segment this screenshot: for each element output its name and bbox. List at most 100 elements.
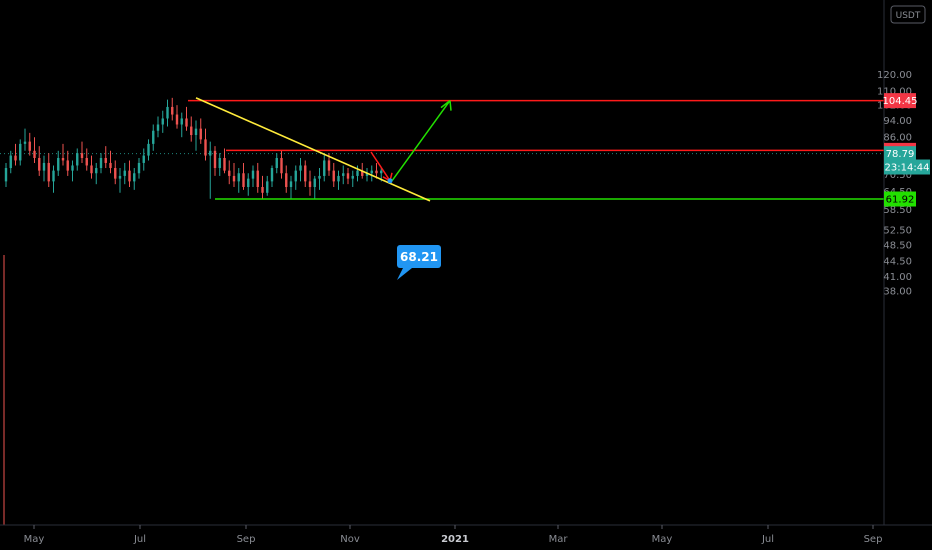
- y-tick-label: 120.00: [877, 70, 912, 81]
- candle: [185, 106, 188, 131]
- candle: [270, 165, 274, 188]
- candle: [313, 175, 316, 199]
- currency-badge[interactable]: USDT: [890, 5, 926, 24]
- candle: [318, 168, 321, 190]
- candle: [137, 157, 141, 179]
- candle: [332, 162, 335, 188]
- x-tick-label: Jul: [761, 534, 774, 545]
- up-arrow[interactable]: [391, 100, 451, 182]
- up-arrow-head: [440, 100, 452, 111]
- candle: [289, 175, 293, 199]
- candle: [275, 153, 278, 174]
- y-tick-label: 38.00: [883, 286, 912, 297]
- candle: [323, 153, 326, 182]
- anchor-point: [387, 178, 393, 184]
- candle: [23, 128, 27, 151]
- candle: [199, 118, 202, 144]
- candle: [213, 146, 217, 176]
- candle: [209, 141, 212, 199]
- y-tick-label: 58.50: [883, 205, 912, 216]
- candle: [28, 132, 31, 156]
- candle: [171, 97, 174, 121]
- candle: [76, 148, 79, 171]
- candle: [156, 116, 160, 138]
- candle: [308, 170, 312, 196]
- candle: [304, 160, 307, 188]
- candle: [194, 120, 198, 151]
- candle: [33, 137, 36, 163]
- x-tick-label: Jul: [133, 534, 146, 545]
- candle: [80, 141, 84, 163]
- y-tick-label: 94.00: [883, 116, 912, 127]
- y-tick-label: 48.50: [883, 240, 912, 251]
- price-axis-label: 61.92: [884, 191, 916, 207]
- price-axis-label: 78.79: [884, 146, 916, 162]
- candle: [247, 173, 250, 196]
- candle: [204, 128, 207, 161]
- candle: [375, 162, 378, 179]
- y-tick-label: 52.50: [883, 226, 912, 237]
- y-tick-label: 44.50: [883, 257, 912, 268]
- currency-label: USDT: [896, 11, 921, 21]
- y-tick-label: 110.00: [877, 86, 912, 97]
- price-callout[interactable]: 68.21: [397, 245, 441, 280]
- down-arrow[interactable]: [370, 151, 391, 182]
- svg-text:61.92: 61.92: [886, 195, 915, 206]
- descending-trend-line[interactable]: [195, 97, 431, 202]
- candles-layer: [3, 97, 383, 525]
- x-tick-label: Mar: [549, 534, 569, 545]
- candle: [228, 160, 231, 185]
- candle: [294, 165, 297, 190]
- x-tick-label: Sep: [864, 534, 883, 545]
- candle: [19, 139, 22, 166]
- candle: [285, 165, 288, 193]
- candle: [147, 139, 150, 161]
- x-tick-label: Sep: [237, 534, 256, 545]
- candle: [175, 105, 179, 129]
- candle: [237, 168, 240, 193]
- candle: [133, 168, 136, 190]
- candle: [71, 160, 74, 182]
- svg-text:104.45: 104.45: [883, 96, 918, 107]
- candle: [223, 148, 226, 174]
- horizontal-lines-layer: [188, 99, 884, 200]
- candle: [104, 146, 107, 169]
- svg-text:78.79: 78.79: [886, 149, 915, 160]
- x-tick-label: Nov: [340, 534, 360, 545]
- candle: [114, 160, 117, 185]
- candle: [123, 162, 126, 185]
- candle: [52, 165, 55, 193]
- price-axis[interactable]: 120.00110.00102.0094.0086.0070.5064.5058…: [877, 0, 912, 525]
- candle: [342, 165, 345, 185]
- candle: [242, 162, 245, 190]
- candle: [365, 168, 369, 182]
- candle: [128, 160, 131, 188]
- candle: [299, 157, 302, 182]
- candle: [61, 143, 65, 166]
- candle: [9, 150, 12, 174]
- candle: [346, 168, 350, 185]
- candle: [38, 146, 41, 176]
- x-tick-label: May: [652, 534, 673, 545]
- candle: [99, 153, 103, 174]
- candle: [109, 150, 112, 174]
- candle: [85, 148, 88, 171]
- x-tick-label: 2021: [441, 534, 469, 545]
- candle: [190, 116, 193, 142]
- svg-text:23:14:44: 23:14:44: [885, 163, 930, 174]
- candle: [256, 162, 259, 193]
- price-axis-label: 104.45: [883, 93, 918, 109]
- candle: [370, 165, 373, 182]
- time-axis[interactable]: May Jul Sep Nov 2021 Mar May Jul Sep: [0, 524, 932, 545]
- candle: [57, 150, 60, 176]
- candle: [66, 150, 69, 176]
- candle: [218, 153, 221, 176]
- price-axis-label: 23:14:44: [884, 159, 930, 175]
- candle: [251, 165, 255, 188]
- candle: [280, 150, 283, 179]
- candle: [266, 175, 269, 196]
- candle: [166, 99, 169, 127]
- x-tick-label: May: [24, 534, 45, 545]
- candle: [261, 175, 264, 199]
